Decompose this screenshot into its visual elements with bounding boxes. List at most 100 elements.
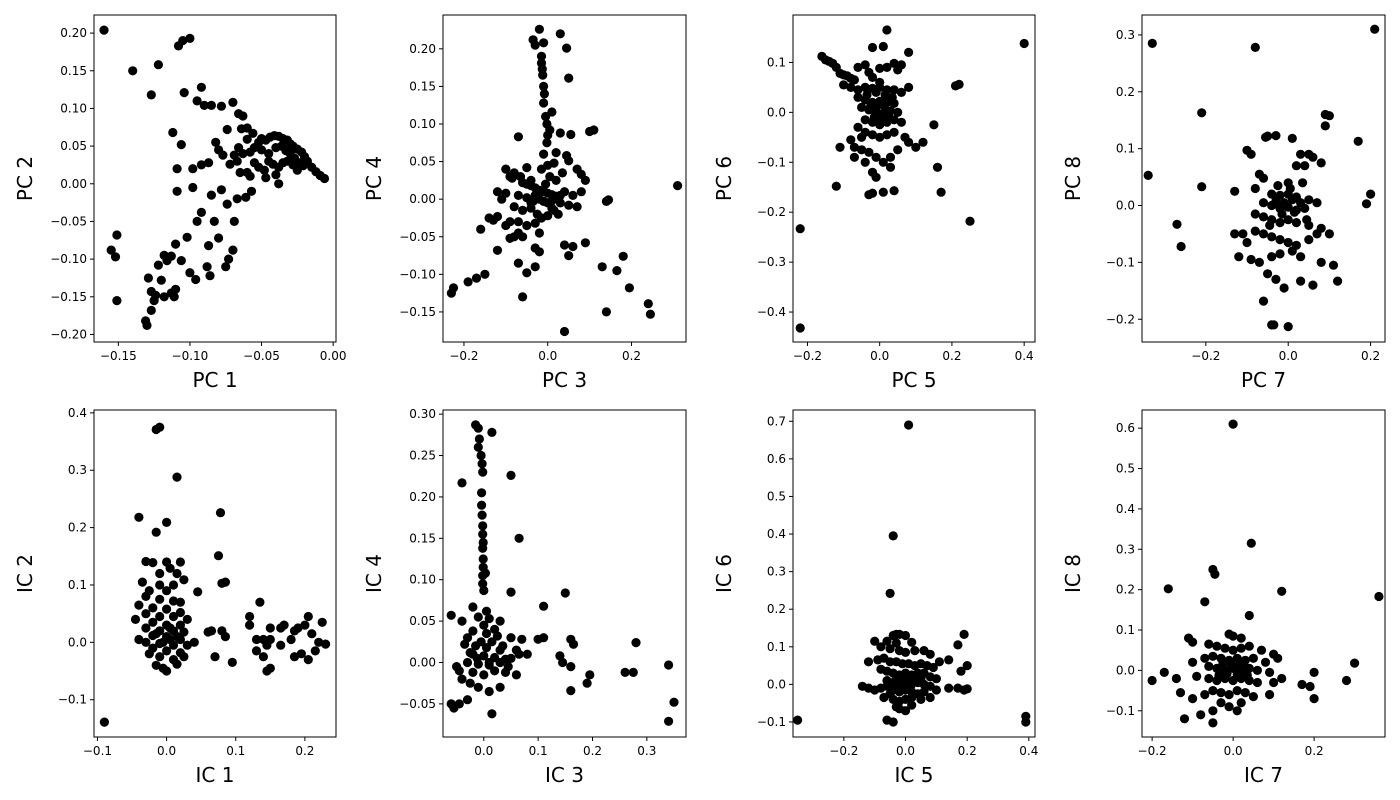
data-point [176,256,186,266]
y-tick: 0.0 [767,105,793,119]
data-point [1267,252,1277,262]
data-point [1261,132,1271,142]
data-point [1224,702,1234,712]
data-point [159,292,169,302]
data-point [558,657,568,668]
data-point [1297,679,1307,690]
data-point [884,111,894,121]
data-point [168,596,179,606]
y-axis-label: IC 6 [712,554,736,593]
y-tick-label: −0.15 [50,290,87,304]
x-tick-label: 0.4 [1019,744,1038,758]
data-point [962,684,972,694]
y-tick-label: 0.0 [767,677,786,691]
data-point [1204,673,1214,684]
data-point [1179,714,1190,724]
data-point [954,79,964,89]
data-point [1147,38,1157,49]
data-point [484,213,494,223]
data-point [155,611,165,622]
data-point [146,305,156,315]
y-tick-label: −0.1 [757,155,786,169]
x-tick-label: 0.2 [942,349,961,363]
data-point [559,326,570,337]
data-point [929,120,939,130]
x-tick-label: 0.0 [1224,744,1243,758]
x-tick-label: 0.4 [1015,349,1034,363]
y-tick-label: 0.6 [767,452,786,466]
data-point [271,170,281,180]
data-point [188,164,198,174]
data-point [1275,235,1285,245]
data-point [624,283,635,293]
data-point [1300,161,1310,171]
data-point [1197,108,1207,118]
data-point [1304,235,1314,245]
data-point [555,198,565,208]
data-point [1019,38,1029,49]
data-point [1236,633,1246,643]
data-point [959,629,969,640]
data-point [99,717,109,727]
data-point [179,88,189,98]
data-point [539,633,549,643]
data-point [846,135,856,145]
data-point [864,147,874,157]
y-tick-label: 0.1 [1116,623,1135,637]
data-point [490,666,500,676]
data-point [889,127,899,137]
y-tick-label: −0.1 [1106,704,1135,718]
data-point [1232,686,1242,696]
data-point [209,216,219,226]
data-point [931,674,942,684]
y-tick: 0.4 [1116,502,1142,516]
scatter-panel-6: 0.0 0.1 0.2 0.3 −0.05 0.00 0.05 0.10 0.15 0.20 0.2… [362,407,687,787]
y-tick-label: −0.2 [757,205,786,219]
data-point [962,661,972,671]
data-point [1192,671,1202,682]
data-point [155,568,165,579]
data-point [172,164,182,174]
data-point [1260,657,1271,667]
data-point [536,51,547,61]
data-point [1309,667,1319,678]
x-tick-label: 0.3 [637,744,656,758]
y-tick-label: 0.0 [68,635,87,649]
data-point [1204,661,1214,672]
y-tick: 0.5 [1116,462,1142,476]
x-tick-label: −0.1 [83,744,112,758]
data-point [446,610,456,620]
data-point [134,512,144,522]
data-point [292,165,302,175]
scatter-panel-8: −0.2 0.0 0.2 −0.1 0.0 0.1 0.2 0.3 0.4 0.5 0.6 IC 7 I… [1061,409,1386,787]
data-point [165,563,175,573]
data-points [795,25,1029,333]
data-point [165,634,175,645]
y-tick: −0.4 [757,305,793,319]
y-tick: 0.05 [409,155,443,169]
y-tick-label: −0.15 [399,305,436,319]
data-point [893,145,903,155]
data-point [1220,643,1230,653]
x-tick: −0.2 [829,737,858,758]
data-point [860,82,870,92]
data-point [1250,42,1260,53]
data-point [1176,241,1186,252]
data-point [146,286,156,297]
x-tick: 0.0 [870,342,889,363]
y-tick: −0.1 [1106,704,1142,718]
data-point [793,715,803,725]
data-point [241,192,251,202]
data-point [1283,215,1293,225]
data-point [196,207,206,217]
data-point [1265,667,1275,678]
data-point [232,194,242,204]
data-point [492,631,502,641]
scatter-panel-3: −0.2 0.0 0.2 0.4 −0.4 −0.3 −0.2 −0.1 0.0 0.1 PC 5 P… [712,14,1036,392]
data-point [248,128,258,138]
data-point [846,82,856,92]
data-point [1287,133,1297,143]
y-tick-label: 0.20 [60,26,87,40]
data-point [165,623,175,633]
data-point [468,667,478,678]
